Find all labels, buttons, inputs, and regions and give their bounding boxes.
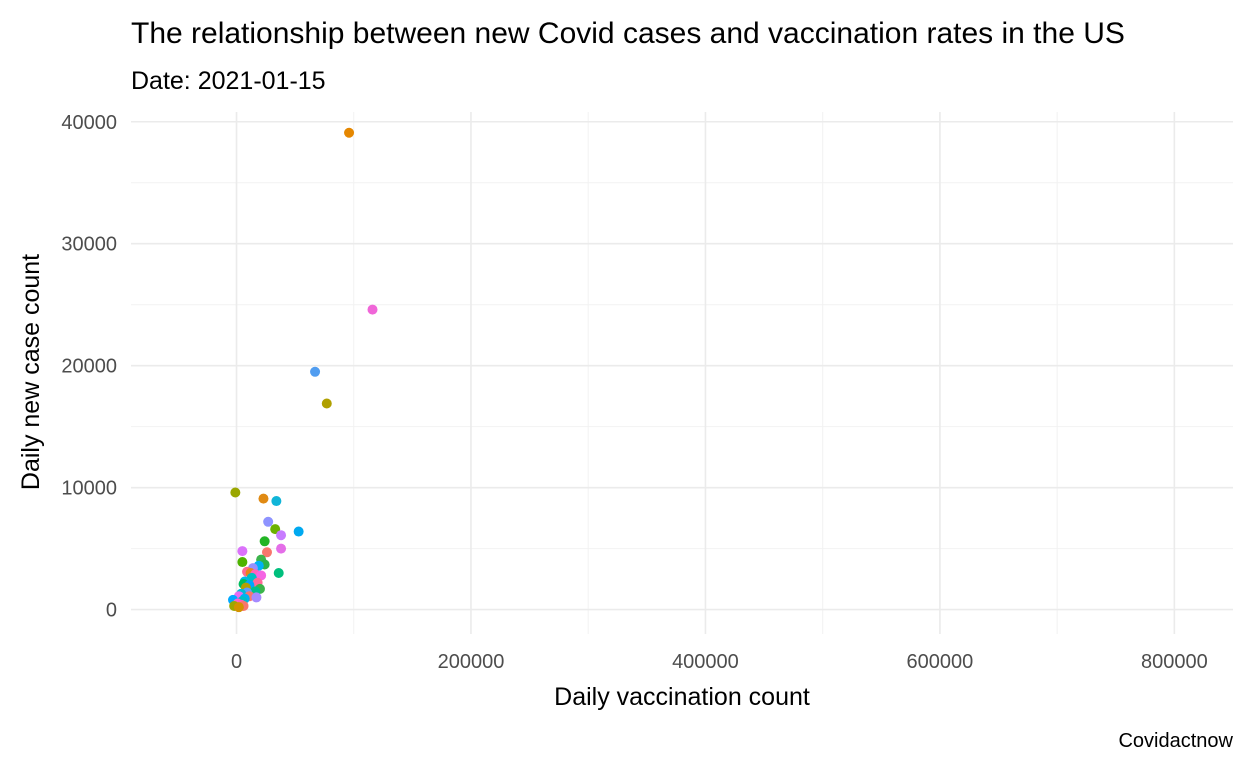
data-point	[258, 493, 269, 504]
x-tick-label: 200000	[438, 651, 505, 673]
axis-tick-labels: 0 200000 400000 600000 800000 0 10000 20000 3000…	[61, 112, 1207, 673]
data-point	[276, 543, 287, 554]
data-point	[237, 546, 248, 557]
x-tick-label: 0	[231, 651, 242, 673]
data-point	[344, 127, 355, 138]
data-point	[259, 536, 270, 547]
data-points	[227, 127, 378, 613]
chart-subtitle: Date: 2021-01-15	[131, 67, 326, 95]
data-point	[261, 547, 272, 558]
data-point	[273, 568, 284, 579]
chart-title: The relationship between new Covid cases…	[131, 17, 1125, 50]
y-tick-label: 0	[106, 600, 117, 622]
data-point	[230, 487, 241, 498]
y-tick-label: 30000	[61, 234, 117, 256]
x-axis-title: Daily vaccination count	[554, 683, 810, 711]
data-point	[293, 526, 304, 537]
data-point	[276, 530, 287, 541]
data-point	[310, 366, 321, 377]
x-tick-label: 400000	[672, 651, 739, 673]
chart-caption: Covidactnow	[1118, 730, 1233, 752]
data-point	[367, 304, 378, 315]
x-tick-label: 600000	[907, 651, 974, 673]
data-point	[271, 496, 282, 507]
grid-lines	[131, 112, 1233, 634]
data-point	[237, 557, 248, 568]
y-tick-label: 40000	[61, 112, 117, 134]
data-point	[251, 592, 262, 603]
y-tick-label: 20000	[61, 356, 117, 378]
x-tick-label: 800000	[1141, 651, 1208, 673]
data-point	[233, 602, 244, 613]
data-point	[321, 398, 332, 409]
data-point	[263, 516, 274, 527]
y-axis-title: Daily new case count	[17, 254, 45, 490]
y-tick-label: 10000	[61, 478, 117, 500]
